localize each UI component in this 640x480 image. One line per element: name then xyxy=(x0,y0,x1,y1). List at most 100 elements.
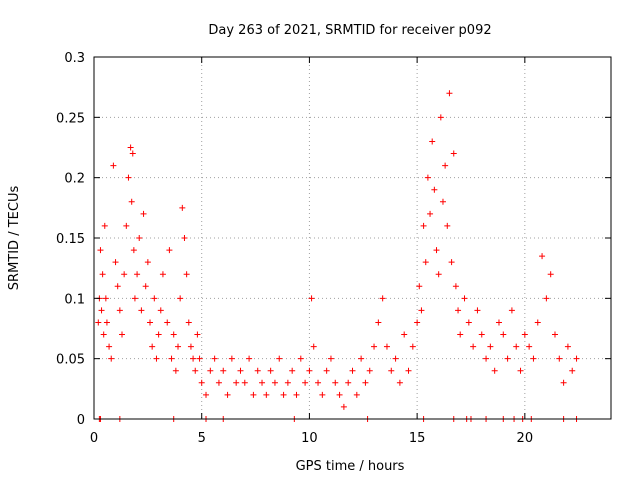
data-point xyxy=(215,379,222,386)
data-point xyxy=(228,355,235,362)
data-point xyxy=(315,379,322,386)
data-point xyxy=(379,295,386,302)
data-point xyxy=(435,271,442,278)
data-point xyxy=(102,295,109,302)
data-point xyxy=(442,162,449,169)
chart-title: Day 263 of 2021, SRMTID for receiver p09… xyxy=(208,23,491,38)
data-point xyxy=(465,319,472,326)
data-point xyxy=(446,90,453,97)
data-point xyxy=(144,259,151,266)
data-point xyxy=(323,367,330,374)
data-point xyxy=(100,331,107,338)
data-point xyxy=(392,355,399,362)
data-point xyxy=(110,162,117,169)
data-point xyxy=(564,343,571,350)
data-point xyxy=(414,319,421,326)
data-point xyxy=(224,391,231,398)
data-point xyxy=(159,271,166,278)
data-point xyxy=(383,343,390,350)
data-point xyxy=(207,367,214,374)
y-tick-label: 0 xyxy=(77,413,85,428)
x-axis-label: GPS time / hours xyxy=(296,459,405,474)
data-point xyxy=(254,367,261,374)
data-point xyxy=(450,150,457,157)
data-point xyxy=(101,222,108,229)
data-point xyxy=(128,198,135,205)
data-point xyxy=(246,355,253,362)
data-point xyxy=(237,367,244,374)
data-point xyxy=(556,355,563,362)
x-tick-label: 20 xyxy=(517,431,534,446)
data-point xyxy=(396,379,403,386)
plot-frame xyxy=(93,56,612,420)
data-point xyxy=(187,343,194,350)
data-point xyxy=(483,355,490,362)
data-point xyxy=(114,283,121,290)
data-point xyxy=(478,331,485,338)
data-point xyxy=(155,331,162,338)
y-axis-label: SRMTID / TECUs xyxy=(7,186,22,291)
data-point xyxy=(136,235,143,241)
data-point xyxy=(293,391,300,398)
data-point xyxy=(98,307,105,314)
data-point xyxy=(513,343,520,350)
data-point xyxy=(142,283,149,290)
data-point xyxy=(112,259,119,266)
data-point xyxy=(147,319,154,326)
data-point xyxy=(358,355,365,362)
data-point xyxy=(349,367,356,374)
data-point xyxy=(420,222,427,229)
data-point xyxy=(401,331,408,338)
data-point xyxy=(573,355,580,362)
data-point xyxy=(192,367,199,374)
data-point xyxy=(172,367,179,374)
data-point xyxy=(534,319,541,326)
data-point xyxy=(190,355,197,362)
data-point xyxy=(164,319,171,326)
data-point xyxy=(175,343,182,350)
data-point xyxy=(259,379,266,386)
data-point xyxy=(362,379,369,386)
data-point xyxy=(429,138,436,145)
data-point xyxy=(276,355,283,362)
data-point xyxy=(310,343,317,350)
x-tick-label: 0 xyxy=(90,431,98,446)
data-point xyxy=(455,307,462,314)
data-point xyxy=(444,222,451,229)
data-point xyxy=(353,391,360,398)
data-point xyxy=(308,295,315,302)
data-point xyxy=(125,174,132,181)
data-point xyxy=(196,355,203,362)
data-point xyxy=(127,144,134,151)
y-tick-label: 0.15 xyxy=(56,232,85,247)
y-tick-label: 0.1 xyxy=(64,292,85,307)
data-point xyxy=(280,391,287,398)
data-point xyxy=(433,247,440,254)
data-point xyxy=(474,307,481,314)
data-point xyxy=(289,367,296,374)
data-point xyxy=(149,343,156,350)
data-point xyxy=(241,379,248,386)
data-point xyxy=(437,114,444,121)
data-point xyxy=(543,295,550,302)
data-point xyxy=(336,391,343,398)
data-point xyxy=(106,343,113,350)
data-point xyxy=(539,253,546,260)
data-point xyxy=(185,319,192,326)
axis-ticks: 0 0.05 0.1 0.15 0.2 0.25 0.3 0 5 10 15 20 xyxy=(56,51,611,446)
data-point xyxy=(99,271,106,278)
y-tick-label: 0.2 xyxy=(64,172,85,187)
data-point xyxy=(302,379,309,386)
data-point xyxy=(108,355,115,362)
data-point xyxy=(140,210,147,217)
data-point xyxy=(487,343,494,350)
data-point xyxy=(103,319,110,326)
data-point xyxy=(198,379,205,386)
data-point xyxy=(495,319,502,326)
data-point xyxy=(179,204,186,211)
data-point xyxy=(388,367,395,374)
data-point xyxy=(153,355,160,362)
data-point xyxy=(194,331,201,338)
data-point xyxy=(297,355,304,362)
